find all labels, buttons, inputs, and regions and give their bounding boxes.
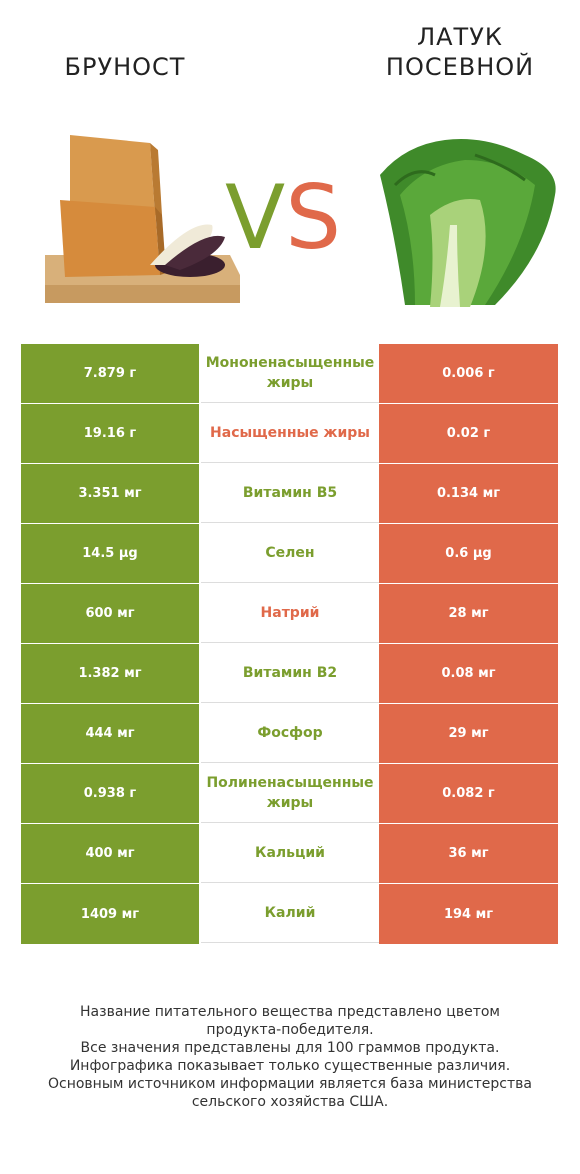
- right-value: 0.6 µg: [379, 524, 558, 583]
- footer-line: сельского хозяйства США.: [191, 1094, 389, 1110]
- nutrient-label: Мононенасыщенные жиры: [201, 344, 379, 403]
- footer-line: Инфографика показывает только существенн…: [69, 1058, 511, 1074]
- lettuce-image: [380, 139, 556, 307]
- right-value: 0.08 мг: [379, 644, 558, 703]
- nutrient-label: Кальций: [201, 824, 379, 883]
- nutrient-label: Витамин B5: [201, 464, 379, 523]
- vs-label: VS: [225, 168, 341, 268]
- footer-note: Название питательного вещества представл…: [20, 1003, 560, 1111]
- right-title-line2: ПОСЕВНОЙ: [385, 53, 535, 81]
- right-value: 0.134 мг: [379, 464, 558, 523]
- nutrient-label: Селен: [201, 524, 379, 583]
- nutrient-label: Полиненасыщенные жиры: [201, 764, 379, 823]
- left-value: 1409 мг: [21, 884, 199, 944]
- left-value: 7.879 г: [21, 344, 199, 403]
- brunost-cheese-image: [45, 135, 240, 303]
- left-value: 3.351 мг: [21, 464, 199, 523]
- comparison-table: 7.879 г Мононенасыщенные жиры 0.006 г 19.16…: [21, 344, 558, 944]
- table-row: 14.5 µg Селен 0.6 µg: [21, 524, 558, 584]
- table-row: 600 мг Натрий 28 мг: [21, 584, 558, 644]
- left-value: 19.16 г: [21, 404, 199, 463]
- vs-v: V: [225, 166, 286, 269]
- left-value: 1.382 мг: [21, 644, 199, 703]
- right-product-title: ЛАТУК ПОСЕВНОЙ: [360, 22, 560, 82]
- right-value: 0.006 г: [379, 344, 558, 403]
- table-row: 444 мг Фосфор 29 мг: [21, 704, 558, 764]
- table-row: 1409 мг Калий 194 мг: [21, 884, 558, 944]
- footer-line: Все значения представлены для 100 граммо…: [80, 1040, 500, 1056]
- vs-s: S: [285, 166, 342, 269]
- right-value: 194 мг: [379, 884, 558, 944]
- nutrient-label: Калий: [201, 884, 379, 943]
- table-row: 400 мг Кальций 36 мг: [21, 824, 558, 884]
- left-value: 14.5 µg: [21, 524, 199, 583]
- left-value: 600 мг: [21, 584, 199, 643]
- footer-line: Основным источником информации является …: [48, 1076, 532, 1092]
- left-value: 444 мг: [21, 704, 199, 763]
- left-value: 0.938 г: [21, 764, 199, 823]
- footer-line: продукта-победителя.: [206, 1022, 374, 1038]
- table-row: 19.16 г Насыщенные жиры 0.02 г: [21, 404, 558, 464]
- table-row: 0.938 г Полиненасыщенные жиры 0.082 г: [21, 764, 558, 824]
- nutrient-label: Витамин B2: [201, 644, 379, 703]
- right-value: 0.02 г: [379, 404, 558, 463]
- right-title-line1: ЛАТУК: [417, 23, 503, 51]
- table-row: 3.351 мг Витамин B5 0.134 мг: [21, 464, 558, 524]
- table-row: 1.382 мг Витамин B2 0.08 мг: [21, 644, 558, 704]
- nutrient-label: Фосфор: [201, 704, 379, 763]
- right-value: 36 мг: [379, 824, 558, 883]
- right-value: 28 мг: [379, 584, 558, 643]
- right-value: 0.082 г: [379, 764, 558, 823]
- table-row: 7.879 г Мононенасыщенные жиры 0.006 г: [21, 344, 558, 404]
- right-value: 29 мг: [379, 704, 558, 763]
- nutrient-label: Насыщенные жиры: [201, 404, 379, 463]
- footer-line: Название питательного вещества представл…: [80, 1004, 500, 1020]
- left-value: 400 мг: [21, 824, 199, 883]
- nutrient-label: Натрий: [201, 584, 379, 643]
- left-product-title: БРУНОСТ: [64, 53, 186, 81]
